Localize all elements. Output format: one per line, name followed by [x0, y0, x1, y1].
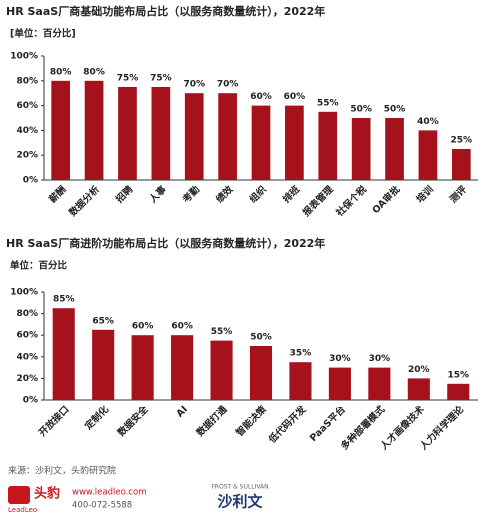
brand: 头豹 [34, 486, 60, 502]
value-label: 70% [217, 80, 239, 90]
bar [131, 335, 154, 400]
value-label: 30% [329, 354, 351, 364]
y-tick-label: 100% [10, 52, 38, 62]
unit-label: [单位：百分比] [10, 28, 76, 40]
x-tick-label: OA审批 [370, 183, 403, 216]
bar [118, 87, 137, 180]
x-tick-label: 开放接口 [36, 403, 71, 438]
value-label: 80% [83, 67, 105, 77]
chart-title: HR SaaS厂商进阶功能布局占比（以服务商数量统计），2022年 [6, 236, 325, 250]
y-tick-label: 80% [16, 76, 38, 86]
x-tick-label: 排班 [280, 183, 302, 205]
value-label: 30% [369, 354, 391, 364]
value-label: 60% [284, 92, 306, 102]
value-label: 55% [211, 327, 233, 337]
x-tick-label: 人事 [147, 183, 169, 205]
y-tick-label: 20% [16, 151, 38, 161]
value-label: 85% [53, 295, 75, 305]
y-tick-label: 80% [16, 309, 38, 319]
partner-en: FROST & SULLIVAN [211, 484, 268, 491]
x-tick-label: 考勤 [180, 183, 202, 205]
x-tick-label: 数据分析 [66, 183, 102, 219]
bar [151, 87, 171, 180]
value-label: 70% [183, 80, 205, 90]
bar [171, 335, 194, 400]
x-tick-label: 绩效 [214, 183, 236, 205]
value-label: 35% [290, 349, 312, 359]
y-tick-label: 0% [23, 176, 38, 186]
value-label: 65% [92, 316, 114, 326]
value-label: 75% [150, 74, 172, 84]
y-tick-label: 60% [16, 101, 38, 111]
brand-en: LeadLeo [8, 506, 37, 514]
bar [52, 308, 75, 400]
x-tick-label: PaaS平台 [307, 403, 348, 444]
bar [92, 329, 115, 400]
partner: 沙利文 [217, 493, 263, 511]
x-tick-label: AI [175, 404, 190, 419]
value-label: 60% [171, 322, 193, 332]
bar [418, 130, 438, 180]
bar [84, 80, 104, 180]
chart-title: HR SaaS厂商基础功能布局占比（以服务商数量统计），2022年 [6, 4, 325, 18]
value-label: 20% [408, 365, 430, 375]
bar [251, 105, 271, 180]
bar [368, 367, 391, 400]
bar [351, 118, 371, 180]
bar [328, 367, 351, 400]
bar [51, 80, 71, 180]
x-tick-label: 报表管理 [300, 183, 336, 219]
x-tick-label: 数据打通 [193, 403, 229, 439]
value-label: 75% [117, 74, 139, 84]
value-label: 60% [132, 322, 154, 332]
x-tick-label: 定制化 [82, 403, 112, 433]
bar [218, 93, 237, 180]
x-tick-label: 招聘 [113, 183, 135, 205]
website: www.leadleo.com [72, 488, 146, 498]
x-tick-label: 社保个税 [333, 183, 369, 219]
value-label: 60% [250, 92, 272, 102]
bar [385, 118, 404, 180]
y-tick-label: 0% [23, 396, 38, 406]
x-tick-label: 数据安全 [114, 403, 150, 439]
y-tick-label: 40% [16, 352, 38, 362]
x-tick-label: 薪酬 [47, 183, 69, 205]
bar [318, 111, 338, 180]
value-label: 50% [384, 105, 406, 115]
source: 来源：沙利文，头豹研究院 [8, 465, 116, 477]
y-tick-label: 20% [16, 374, 38, 384]
value-label: 15% [447, 370, 469, 380]
phone: 400-072-5588 [72, 501, 132, 511]
unit-label: 单位：百分比 [10, 260, 68, 272]
y-tick-label: 100% [10, 288, 38, 298]
value-label: 80% [50, 67, 72, 77]
bar [451, 149, 471, 180]
logo-icon [8, 486, 30, 504]
y-tick-label: 40% [16, 126, 38, 136]
value-label: 25% [451, 136, 473, 146]
y-tick-label: 60% [16, 331, 38, 341]
bar [447, 383, 470, 400]
bar [289, 362, 312, 400]
value-label: 55% [317, 98, 339, 108]
x-tick-label: 智能决策 [234, 403, 270, 439]
bar [285, 105, 304, 180]
x-tick-label: 低代码开发 [266, 403, 309, 446]
x-tick-label: 培训 [414, 183, 436, 205]
bar [249, 346, 273, 400]
bar [184, 93, 204, 180]
x-tick-label: 组织 [247, 183, 269, 205]
bar [210, 340, 233, 400]
value-label: 40% [417, 117, 439, 127]
x-tick-label: 测评 [447, 183, 469, 205]
bar [407, 378, 430, 400]
value-label: 50% [250, 333, 272, 343]
value-label: 50% [350, 105, 372, 115]
